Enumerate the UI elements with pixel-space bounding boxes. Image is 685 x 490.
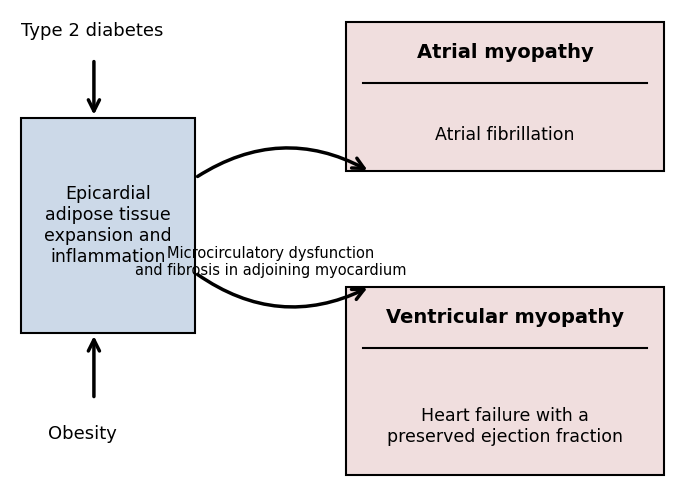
Text: Microcirculatory dysfunction
and fibrosis in adjoining myocardium: Microcirculatory dysfunction and fibrosi… [135,246,406,278]
Text: Atrial myopathy: Atrial myopathy [416,43,594,62]
Text: Heart failure with a
preserved ejection fraction: Heart failure with a preserved ejection … [387,407,623,446]
FancyBboxPatch shape [21,118,195,333]
Text: Type 2 diabetes: Type 2 diabetes [21,22,163,40]
Text: Ventricular myopathy: Ventricular myopathy [386,308,624,326]
Text: Atrial fibrillation: Atrial fibrillation [436,126,575,144]
Text: Obesity: Obesity [48,425,116,442]
Text: Epicardial
adipose tissue
expansion and
inflammation: Epicardial adipose tissue expansion and … [44,185,172,266]
FancyBboxPatch shape [346,287,664,475]
FancyBboxPatch shape [346,22,664,172]
